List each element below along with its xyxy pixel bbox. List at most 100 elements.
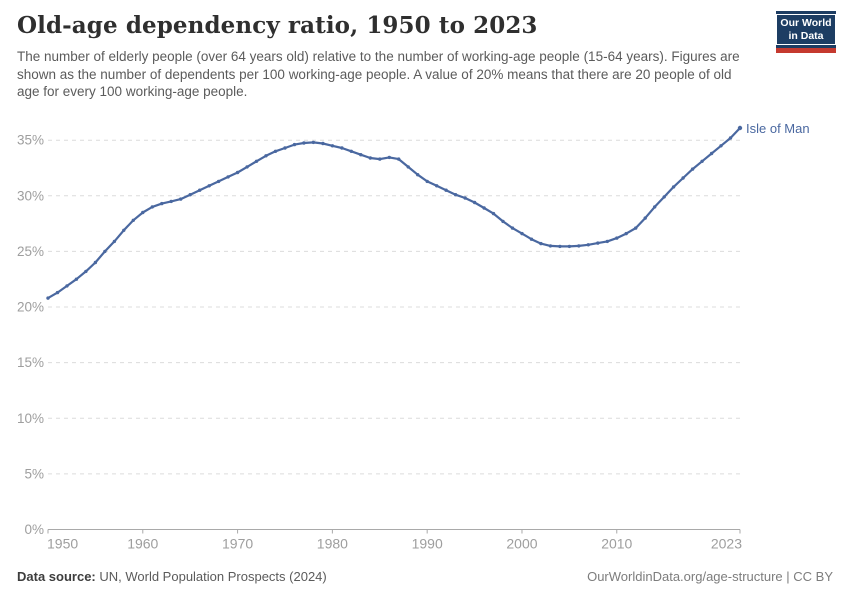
data-point[interactable]	[283, 146, 287, 150]
data-source-link[interactable]: UN, World Population Prospects (2024)	[95, 569, 327, 584]
data-point[interactable]	[728, 136, 733, 140]
x-tick-label: 2010	[601, 536, 632, 552]
owid-logo-line1: Our World	[780, 16, 832, 29]
data-point[interactable]	[586, 243, 590, 247]
y-tick-label: 25%	[17, 244, 44, 259]
data-source-line: Data source: UN, World Population Prospe…	[17, 569, 327, 584]
data-point[interactable]	[529, 237, 534, 241]
owid-logo-line2: in Data	[788, 29, 824, 42]
data-point[interactable]	[596, 241, 600, 245]
x-tick-label: 2000	[506, 536, 537, 552]
series-entity-label[interactable]: Isle of Man	[746, 121, 810, 136]
data-point[interactable]	[577, 244, 581, 248]
data-point[interactable]	[567, 244, 572, 249]
data-point[interactable]	[378, 157, 382, 161]
data-point[interactable]	[55, 290, 60, 295]
data-line-isle-of-man[interactable]	[46, 126, 742, 300]
owid-logo-text: Our World in Data	[776, 13, 836, 46]
data-point[interactable]	[482, 206, 486, 210]
data-point[interactable]	[311, 140, 316, 145]
data-point[interactable]	[84, 269, 88, 274]
data-point[interactable]	[453, 193, 458, 197]
data-point[interactable]	[539, 241, 543, 246]
data-point[interactable]	[359, 153, 363, 157]
x-tick-label: 1970	[222, 536, 253, 552]
y-tick-label: 0%	[24, 522, 44, 537]
data-point[interactable]	[615, 236, 619, 240]
data-point[interactable]	[463, 196, 467, 200]
data-point[interactable]	[435, 184, 439, 188]
owid-logo[interactable]: Our World in Data	[776, 11, 836, 53]
data-point[interactable]	[671, 185, 676, 189]
data-point[interactable]	[254, 159, 259, 163]
data-point[interactable]	[65, 284, 69, 288]
data-point[interactable]	[653, 205, 657, 209]
data-point[interactable]	[501, 219, 505, 224]
data-point[interactable]	[368, 156, 372, 160]
data-point[interactable]	[292, 142, 297, 147]
data-point[interactable]	[74, 277, 79, 281]
data-point[interactable]	[681, 176, 685, 180]
data-point[interactable]	[472, 200, 477, 205]
data-point[interactable]	[103, 249, 107, 254]
data-point[interactable]	[131, 218, 135, 222]
data-point[interactable]	[700, 159, 704, 163]
data-point[interactable]	[444, 188, 448, 192]
x-tick-label: 1980	[317, 536, 348, 552]
data-point[interactable]	[387, 155, 391, 160]
data-source-label: Data source:	[17, 569, 96, 584]
data-point[interactable]	[416, 173, 420, 177]
data-point[interactable]	[226, 175, 230, 179]
data-point[interactable]	[709, 151, 714, 156]
data-point[interactable]	[406, 165, 410, 169]
data-point[interactable]	[719, 144, 723, 148]
y-tick-label: 15%	[17, 355, 44, 370]
data-point[interactable]	[321, 141, 325, 146]
data-point[interactable]	[690, 167, 695, 171]
data-point[interactable]	[548, 244, 553, 248]
x-tick-label: 1960	[127, 536, 158, 552]
data-point[interactable]	[397, 157, 401, 161]
data-point[interactable]	[340, 146, 344, 150]
data-point[interactable]	[216, 179, 221, 184]
data-point[interactable]	[245, 165, 249, 169]
data-point[interactable]	[207, 184, 211, 188]
data-point[interactable]	[605, 239, 609, 244]
data-point[interactable]	[302, 141, 306, 145]
data-point[interactable]	[235, 170, 240, 175]
data-point[interactable]	[46, 296, 50, 300]
data-point[interactable]	[198, 188, 202, 192]
chart-subtitle: The number of elderly people (over 64 ye…	[17, 49, 740, 100]
data-point[interactable]	[264, 154, 268, 158]
data-point[interactable]	[737, 125, 743, 131]
data-point[interactable]	[141, 210, 145, 215]
data-point[interactable]	[425, 179, 429, 184]
data-point[interactable]	[624, 231, 628, 236]
x-tick-label: 2023	[711, 536, 742, 552]
data-point[interactable]	[558, 244, 562, 249]
data-point[interactable]	[160, 201, 164, 206]
data-point[interactable]	[150, 205, 154, 209]
data-point[interactable]	[112, 239, 117, 244]
data-point[interactable]	[330, 144, 335, 148]
data-point[interactable]	[169, 199, 173, 204]
x-tick-label: 1950	[47, 536, 78, 552]
data-point[interactable]	[491, 211, 496, 216]
y-tick-label: 35%	[17, 133, 44, 148]
y-tick-label: 20%	[17, 300, 44, 315]
data-point[interactable]	[188, 193, 192, 197]
y-tick-label: 10%	[17, 411, 44, 426]
data-point[interactable]	[122, 228, 126, 232]
license-link[interactable]: OurWorldinData.org/age-structure | CC BY	[587, 569, 833, 584]
data-point[interactable]	[634, 226, 638, 230]
data-point[interactable]	[179, 197, 183, 201]
data-point[interactable]	[93, 260, 98, 265]
data-point[interactable]	[510, 226, 515, 230]
data-point[interactable]	[273, 149, 278, 153]
data-point[interactable]	[349, 149, 353, 153]
data-point[interactable]	[662, 195, 666, 199]
data-point[interactable]	[643, 216, 647, 220]
data-point[interactable]	[520, 231, 524, 236]
